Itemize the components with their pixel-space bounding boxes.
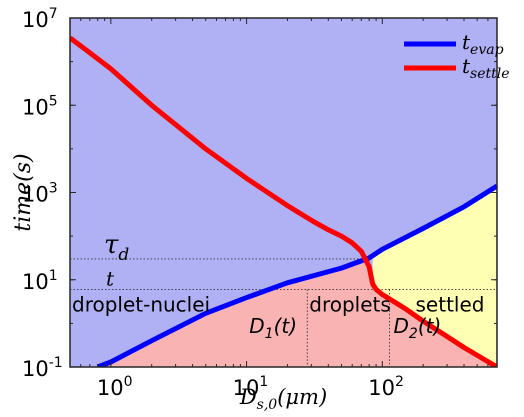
d2-label: D2(t) xyxy=(394,314,442,342)
legend: tevap tsettle xyxy=(404,30,510,82)
droplets-label: droplets xyxy=(309,292,391,316)
y-axis-title: time(s) xyxy=(11,153,36,231)
settled-fill xyxy=(372,186,497,367)
y-tick-label: 107 xyxy=(22,6,58,32)
axis-ticks: 100 101 102 10-1 101 103 105 107 xyxy=(22,6,497,400)
d1-label: D1(t) xyxy=(249,314,297,342)
y-tick-label: 101 xyxy=(22,268,58,294)
y-tick-label: 105 xyxy=(22,93,58,119)
reference-lines xyxy=(70,258,497,367)
y-tick-label: 103 xyxy=(22,181,58,207)
x-tick-label: 101 xyxy=(233,374,269,400)
x-tick-label: 102 xyxy=(368,374,404,400)
t-label: t xyxy=(106,266,115,290)
series-lines xyxy=(70,35,497,367)
region-fills xyxy=(70,18,497,368)
series-line-t_evap xyxy=(96,183,497,367)
x-tick-label: 100 xyxy=(97,374,133,400)
tau-d-label: τd xyxy=(104,230,129,265)
series-line-t_settle xyxy=(70,35,497,367)
legend-label-settle: tsettle xyxy=(462,54,510,82)
legend-label-evap: tevap xyxy=(462,30,504,58)
nuclei-fill xyxy=(70,37,365,368)
y-tick-label: 10-1 xyxy=(22,355,63,381)
x-axis-title: Ds,0(μm) xyxy=(239,385,327,412)
settled-label: settled xyxy=(416,292,485,316)
droplet-nuclei-label: droplet-nuclei xyxy=(72,292,210,316)
